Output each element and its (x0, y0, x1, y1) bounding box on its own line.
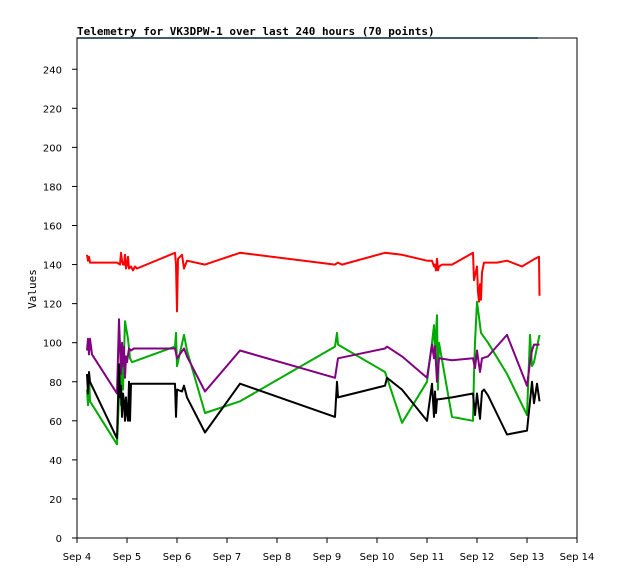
series-line-1 (86, 251, 541, 313)
x-axis: Sep 4 Sep 5 Sep 6 Sep 7 Sep 8 Sep 9 Sep 10 Sep … (63, 538, 595, 563)
y-tick-label: 80 (49, 378, 62, 389)
y-tick-label: 160 (43, 222, 62, 233)
y-tick-label: 180 (43, 182, 62, 193)
y-tick-label: 140 (43, 261, 62, 272)
y-tick-label: 120 (43, 300, 62, 311)
x-tick-label: Sep 12 (460, 552, 495, 563)
x-tick-label: Sep 11 (410, 552, 445, 563)
x-tick-label: Sep 6 (163, 552, 191, 563)
x-tick-label: Sep 5 (113, 552, 141, 563)
x-tick-label: Sep 10 (360, 552, 395, 563)
x-tick-label: Sep 14 (560, 552, 595, 563)
y-tick-label: 20 (49, 495, 62, 506)
series-line-4 (86, 363, 541, 440)
series-line-3 (86, 318, 540, 395)
y-tick-label: 40 (49, 456, 62, 467)
series-line-2 (86, 300, 541, 446)
plot-border (76, 37, 578, 539)
y-tick-label: 100 (43, 339, 62, 350)
y-tick-label: 240 (43, 65, 62, 76)
series-layer (86, 251, 541, 446)
x-tick-label: Sep 13 (510, 552, 545, 563)
y-tick-label: 60 (49, 417, 62, 428)
x-tick-label: Sep 8 (263, 552, 291, 563)
x-tick-label: Sep 9 (313, 552, 341, 563)
y-tick-label: 0 (56, 534, 62, 545)
chart-title: Telemetry for VK3DPW-1 over last 240 hou… (77, 25, 435, 38)
y-tick-label: 220 (43, 104, 62, 115)
y-axis-label: Values (26, 269, 39, 309)
y-axis: 0 20 40 60 80 100 120 140 160 180 200 220 240 (43, 65, 77, 545)
plot-frame (76, 37, 578, 539)
x-tick-label: Sep 7 (213, 552, 241, 563)
y-tick-label: 200 (43, 143, 62, 154)
x-tick-label: Sep 4 (63, 552, 91, 563)
